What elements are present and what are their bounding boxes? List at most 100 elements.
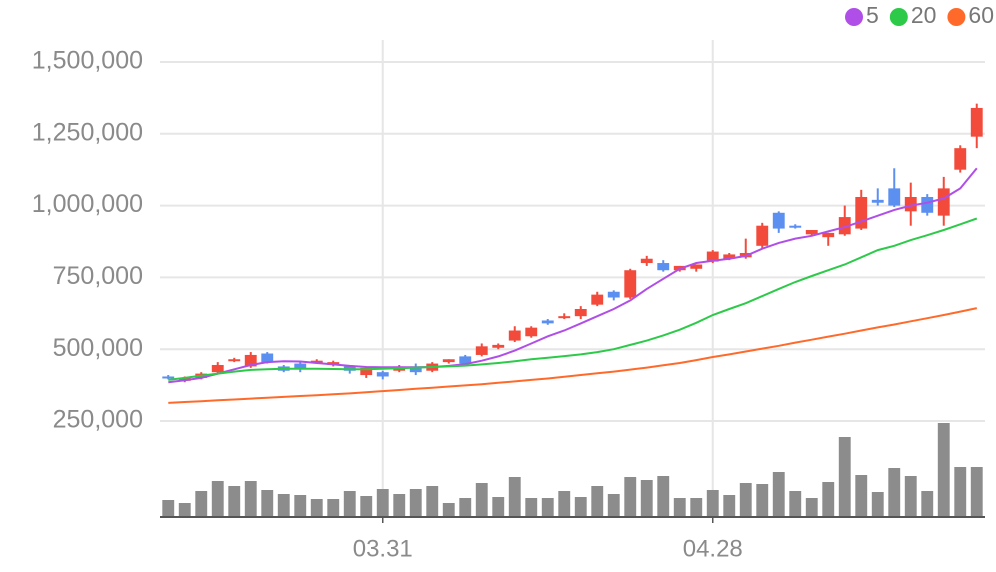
candle-body — [525, 327, 538, 337]
candle-body — [607, 291, 620, 298]
candle-body — [888, 188, 901, 206]
candle-body — [904, 196, 917, 212]
volume-bar — [937, 423, 950, 517]
volume-bar — [756, 484, 769, 517]
volume-bar — [772, 472, 785, 517]
candle-body — [574, 308, 587, 317]
volume-bar — [343, 491, 356, 517]
candle-body — [871, 199, 884, 203]
volume-bar — [574, 497, 587, 517]
candle-body — [492, 344, 505, 348]
candle-body — [822, 232, 835, 238]
candle-body — [723, 254, 736, 259]
volume-bar — [789, 491, 802, 517]
candle-body — [261, 353, 274, 363]
legend-label: 20 — [911, 2, 937, 28]
volume-bar — [838, 437, 851, 517]
candle-body — [475, 346, 488, 355]
volume-bar — [690, 498, 703, 517]
candle-body — [640, 258, 653, 264]
candle-body — [442, 359, 455, 363]
moving-average-line — [168, 307, 978, 404]
candle-body — [211, 364, 224, 373]
candle-body — [310, 360, 323, 363]
volume-bar — [525, 498, 538, 517]
x-tick-label: 03.31 — [353, 535, 413, 562]
volume-bar — [459, 498, 472, 517]
legend-marker — [845, 8, 864, 26]
volume-bar — [492, 497, 505, 517]
volume-bar — [607, 494, 620, 517]
volume-bar — [954, 467, 967, 517]
volume-bar — [657, 476, 670, 517]
volume-bar — [541, 498, 554, 517]
volume-bar — [393, 494, 406, 517]
volume-bar — [244, 481, 257, 517]
candle-body — [558, 316, 571, 319]
y-tick-label: 500,000 — [53, 334, 143, 362]
volume-bar — [855, 475, 868, 517]
candle-body — [508, 330, 521, 341]
volume-bar — [327, 499, 340, 517]
volume-bar — [970, 467, 983, 517]
volume-bar — [376, 489, 389, 517]
candle-body — [459, 356, 472, 364]
volume-bar — [558, 491, 571, 517]
candle-body — [772, 212, 785, 229]
volume-bar — [211, 481, 224, 517]
volume-bar — [442, 503, 455, 517]
candle-body — [162, 376, 175, 379]
candle-body — [921, 196, 934, 213]
volume-bar — [904, 476, 917, 517]
y-tick-label: 1,250,000 — [32, 118, 143, 146]
volume-bar — [178, 503, 191, 517]
moving-average-line — [168, 167, 978, 384]
volume-bar — [624, 477, 637, 517]
candle-body — [591, 294, 604, 305]
candle-body — [541, 320, 554, 324]
candle-body — [789, 225, 802, 228]
volume-bar — [409, 489, 422, 517]
legend-marker — [947, 8, 966, 26]
candle-body — [838, 217, 851, 235]
moving-average-line — [168, 217, 978, 381]
volume-bar — [888, 468, 901, 517]
candle-body — [294, 363, 307, 370]
volume-bar — [822, 482, 835, 517]
candle-body — [376, 372, 389, 377]
volume-bar — [426, 486, 439, 517]
volume-bar — [228, 486, 241, 517]
candle-body — [756, 225, 769, 246]
candle-body — [228, 359, 241, 362]
candle-body — [954, 148, 967, 170]
volume-bar — [294, 495, 307, 517]
volume-bar — [723, 495, 736, 517]
candle-body — [360, 367, 373, 376]
candle-body — [624, 270, 637, 298]
volume-bar — [739, 483, 752, 517]
candle-body — [805, 230, 818, 235]
volume-bar — [195, 491, 208, 517]
legend-label: 60 — [968, 2, 994, 28]
volume-bar — [591, 486, 604, 517]
volume-bar — [673, 498, 686, 517]
candle-body — [409, 366, 422, 373]
candle-body — [706, 251, 719, 262]
volume-bar — [277, 494, 290, 517]
volume-bar — [508, 477, 521, 517]
volume-bar — [805, 498, 818, 517]
candle-body — [657, 263, 670, 271]
candle-body — [690, 264, 703, 269]
candle-body — [855, 196, 868, 229]
volume-bar — [871, 492, 884, 517]
volume-bar — [261, 490, 274, 517]
y-tick-label: 250,000 — [53, 406, 143, 434]
legend-marker — [889, 8, 908, 26]
x-tick-label: 04.28 — [683, 535, 743, 562]
candle-body — [970, 107, 983, 137]
y-tick-label: 750,000 — [53, 262, 143, 290]
legend-label: 5 — [866, 2, 879, 28]
volume-bar — [475, 483, 488, 517]
